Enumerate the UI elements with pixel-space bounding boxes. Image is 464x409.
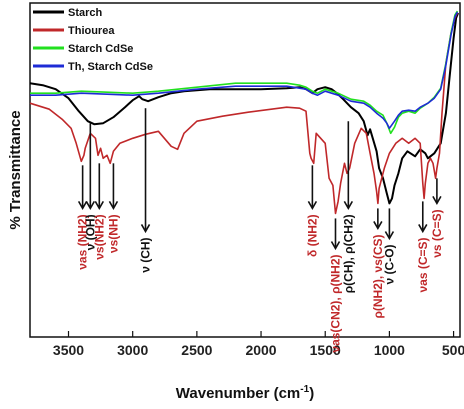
x-tick-label: 1500 (310, 342, 341, 358)
x-tick-label: 500 (442, 342, 464, 358)
annotation-label: ν (OH) (83, 214, 97, 250)
annotation-label: ρ(NH2), νs(CS) (371, 234, 385, 318)
annotation-arrow-head (373, 221, 383, 231)
annotation-label: νas(CN2), ρ(NH2) (328, 254, 342, 352)
annotation-arrow-head (108, 201, 119, 211)
x-axis-title-sup: -1 (300, 384, 309, 395)
legend-label-starch: Starch (68, 7, 103, 19)
annotation-arrow-head (77, 201, 88, 211)
annotation-label: νs(NH) (106, 214, 120, 253)
x-tick-label: 3000 (117, 342, 148, 358)
annotation-layer: νas (NH2)ν (OH)νs(NH2) νs(NH) ν (CH) δ (NH2… (76, 108, 444, 353)
legend: Starch Thiourea Starch CdSe Th, Starch C… (33, 7, 153, 73)
annotation-label: νs(NH2) (92, 214, 106, 259)
annotation-label: δ (NH2) (305, 214, 319, 257)
x-tick-label: 1000 (374, 342, 405, 358)
series-line-th-starch-cdse (30, 11, 459, 130)
x-axis-title: Wavenumber (cm-1) (176, 384, 314, 402)
y-axis-title: % Transmittance (7, 110, 24, 229)
annotation-label: ν (CH) (139, 237, 153, 272)
legend-label-th-starch-cdse: Th, Starch CdSe (68, 61, 153, 73)
x-axis-title-main: Wavenumber (cm (176, 385, 300, 402)
x-axis-title-close: ) (309, 385, 314, 402)
annotation-arrow-head (85, 201, 96, 211)
x-axis-ticks: 3500 3000 2500 2000 1500 1000 500 (53, 331, 464, 358)
legend-label-thiourea: Thiourea (68, 25, 115, 37)
annotation-arrow-head (140, 224, 151, 234)
annotation-label: νas (C=S) (416, 237, 430, 292)
legend-label-starch-cdse: Starch CdSe (68, 43, 133, 55)
annotation-label: νs (C=S) (430, 209, 444, 257)
x-tick-label: 2000 (245, 342, 276, 358)
annotation-arrow-head (307, 201, 318, 211)
x-tick-label: 3500 (53, 342, 84, 358)
series-layer (29, 10, 460, 215)
plot-frame (29, 2, 461, 338)
annotation-arrow-head (384, 231, 395, 241)
annotation-arrow-head (432, 196, 442, 206)
series-line-thiourea (29, 12, 459, 215)
x-tick-label: 2500 (181, 342, 212, 358)
annotation-arrow-head (343, 201, 354, 211)
annotation-label: νas (NH2) (76, 214, 90, 269)
annotation-arrow-head (418, 224, 428, 234)
annotation-label: ρ(CH), ρ(CH2) (341, 214, 355, 293)
series-line-starch (29, 12, 460, 205)
annotation-arrow-head (330, 241, 341, 251)
annotation-arrow-head (94, 201, 105, 211)
annotation-label: ν (C-O) (382, 244, 396, 284)
